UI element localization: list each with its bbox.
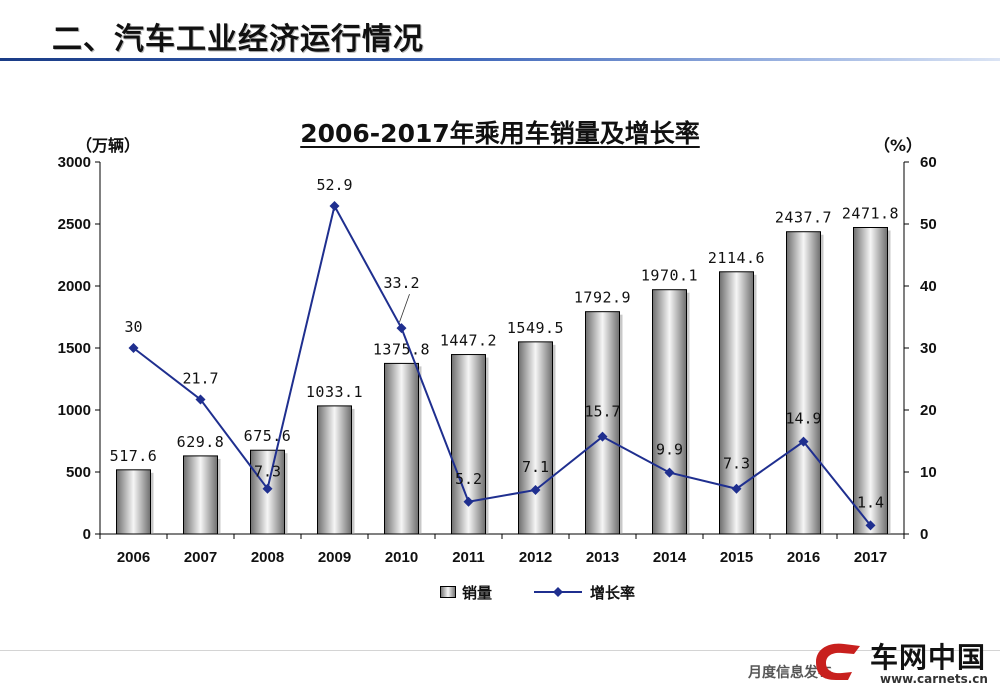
left-axis-unit: （万辆）	[76, 136, 141, 155]
growth-point	[731, 483, 742, 494]
y-left-tick-label: 0	[83, 526, 91, 543]
growth-point	[597, 431, 608, 442]
bar-series	[116, 226, 891, 535]
line-labels: 30 21.7 7.3 52.9 33.2 5.2 7.1 15.7 9.9 7.3 14.9 1.4	[124, 176, 884, 511]
bar	[652, 289, 687, 535]
x-tick-label: 2012	[519, 549, 552, 566]
bar-value-label: 1970.1	[641, 267, 698, 285]
bar	[451, 354, 486, 535]
growth-value-label: 7.3	[723, 455, 750, 473]
legend-item-growth: 增长率	[532, 582, 635, 603]
y-right-tick-label: 30	[920, 340, 937, 357]
growth-value-label: 30	[124, 318, 142, 336]
growth-point	[798, 436, 809, 447]
legend-bar-swatch	[440, 586, 456, 598]
bar	[116, 469, 151, 535]
growth-value-label: 15.7	[584, 403, 620, 421]
bar-value-label: 517.6	[110, 447, 158, 465]
bar-value-label: 1033.1	[306, 383, 363, 401]
carnets-logo-icon	[816, 643, 860, 680]
growth-point	[463, 496, 474, 507]
x-tick-label: 2006	[117, 549, 150, 566]
x-tick-label: 2013	[586, 549, 619, 566]
growth-point	[865, 520, 876, 531]
legend-item-sales: 销量	[440, 582, 492, 603]
x-tick-label: 2017	[854, 549, 887, 566]
legend-label-growth: 增长率	[590, 584, 636, 602]
bar-value-label: 1549.5	[507, 319, 564, 337]
y-left-tick-label: 2000	[58, 278, 91, 295]
x-tick-label: 2011	[452, 549, 485, 566]
bar-value-label: 675.6	[244, 427, 292, 445]
chart-title: 2006-2017年乘用车销量及增长率	[0, 114, 1000, 150]
bar-value-label: 1447.2	[440, 332, 497, 350]
chart-axes: 0 500 1000 1500 2000 2500 3000 0 10 20 30 40 50 60 200…	[58, 154, 937, 566]
y-left-tick-label: 1500	[58, 340, 91, 357]
growth-point	[664, 467, 675, 478]
bar-value-label: 2471.8	[842, 204, 899, 222]
x-tick-label: 2014	[653, 549, 687, 566]
growth-value-label: 21.7	[182, 369, 218, 387]
bar	[317, 405, 352, 535]
x-tick-label: 2016	[787, 549, 820, 566]
y-left-tick-label: 3000	[58, 154, 91, 171]
bar	[183, 455, 218, 535]
bar	[853, 226, 888, 535]
slide-title: 二、汽车工业经济运行情况	[52, 22, 424, 57]
y-right-tick-label: 10	[920, 464, 937, 481]
growth-point	[530, 484, 541, 495]
growth-point	[128, 343, 139, 353]
y-left-tick-label: 2500	[58, 216, 91, 233]
legend-label-sales: 销量	[462, 584, 493, 602]
bar	[518, 341, 553, 535]
bar-labels: 517.6 629.8 675.6 1033.1 1375.8 1447.2 1549.5 1…	[110, 204, 899, 464]
growth-value-label: 14.9	[785, 410, 821, 428]
x-tick-label: 2010	[385, 549, 418, 566]
line-series	[128, 201, 876, 531]
x-tick-label: 2007	[184, 549, 217, 566]
bar	[786, 231, 821, 535]
bar-value-label: 1375.8	[373, 340, 430, 358]
label-leader-line	[399, 294, 410, 323]
bar-value-label: 2114.6	[708, 249, 765, 267]
y-right-tick-label: 0	[920, 526, 928, 543]
bar-value-label: 2437.7	[775, 209, 832, 227]
bar	[384, 362, 419, 535]
y-right-tick-label: 20	[920, 402, 937, 419]
bar	[585, 311, 620, 535]
title-rule	[0, 58, 1000, 61]
growth-value-label: 5.2	[455, 470, 482, 488]
growth-value-label: 7.3	[254, 463, 281, 481]
y-right-tick-label: 60	[920, 154, 937, 171]
bar	[719, 271, 754, 535]
footer-rule	[0, 650, 1000, 651]
x-tick-label: 2009	[318, 549, 351, 566]
growth-value-label: 7.1	[522, 458, 549, 476]
growth-point	[195, 394, 206, 405]
bar-value-label: 1792.9	[574, 289, 631, 307]
x-tick-label: 2008	[251, 549, 284, 566]
bar-value-label: 629.8	[177, 433, 225, 451]
y-left-tick-label: 1000	[58, 402, 91, 419]
x-tick-label: 2015	[720, 549, 753, 566]
growth-point	[262, 483, 273, 494]
growth-point	[396, 323, 407, 334]
y-right-tick-label: 50	[920, 216, 937, 233]
y-left-tick-label: 500	[66, 464, 91, 481]
y-right-tick-label: 40	[920, 278, 937, 295]
growth-point	[329, 201, 340, 212]
growth-value-label: 1.4	[857, 493, 884, 511]
footer-text: 月度信息发布	[748, 665, 832, 681]
logo-text: 车网中国	[870, 641, 987, 674]
chart-title-text: 2006-2017年乘用车销量及增长率	[300, 119, 700, 148]
growth-value-label: 9.9	[656, 441, 683, 459]
growth-value-label: 33.2	[383, 274, 419, 292]
growth-value-label: 52.9	[316, 176, 352, 194]
growth-line	[132, 203, 872, 526]
legend-line-swatch	[534, 587, 582, 597]
right-axis-unit: （%）	[874, 136, 923, 155]
logo-url: www.carnets.cn	[880, 672, 988, 686]
